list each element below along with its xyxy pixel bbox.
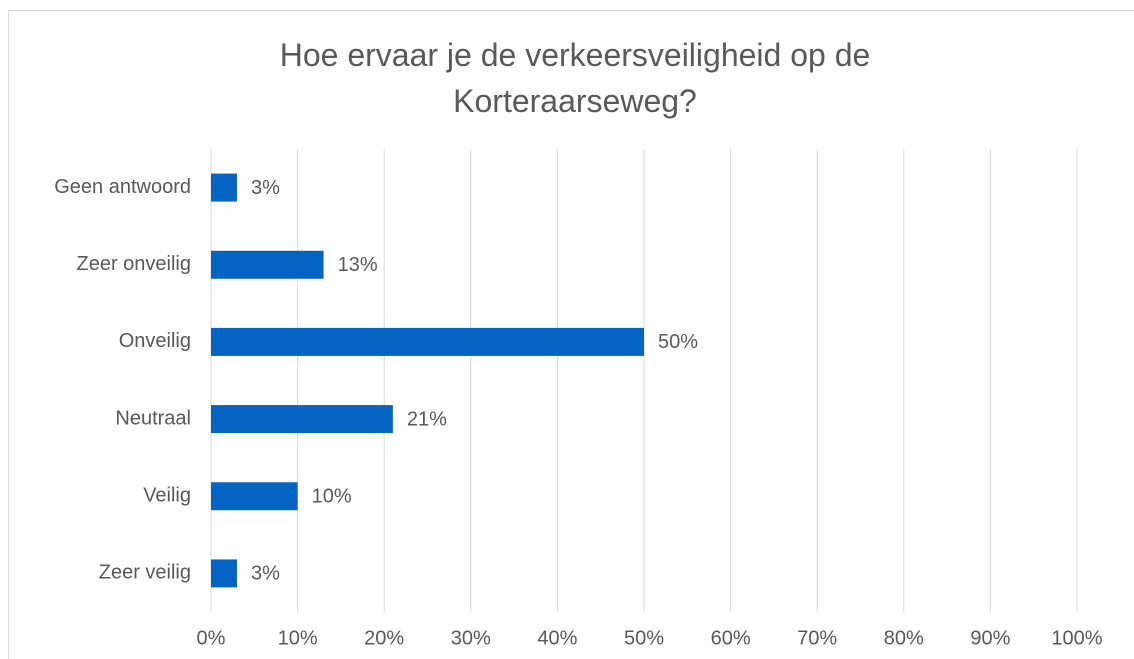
chart-title: Hoe ervaar je de verkeersveiligheid op d… [279, 37, 871, 119]
bar [211, 250, 324, 279]
data-label: 3% [251, 563, 280, 585]
bar [211, 405, 393, 434]
bar [211, 559, 237, 588]
data-label: 13% [338, 254, 378, 276]
data-label: 10% [312, 486, 352, 508]
x-tick-label: 0% [197, 627, 226, 649]
bar [211, 173, 237, 202]
x-tick-label: 100% [1051, 627, 1102, 649]
x-tick-label: 10% [278, 627, 318, 649]
x-tick-label: 20% [364, 627, 404, 649]
x-tick-label: 40% [537, 627, 577, 649]
x-tick-label: 30% [451, 627, 491, 649]
data-label: 21% [407, 408, 447, 430]
x-tick-label: 60% [711, 627, 751, 649]
bar [211, 482, 298, 511]
y-tick-label: Onveilig [119, 330, 191, 352]
bar [211, 327, 644, 356]
chart-border [8, 10, 1134, 659]
x-tick-label: 50% [624, 627, 664, 649]
x-tick-label: 80% [884, 627, 924, 649]
y-tick-label: Zeer veilig [99, 562, 191, 584]
y-tick-label: Geen antwoord [54, 176, 191, 198]
y-tick-label: Zeer onveilig [76, 253, 191, 275]
x-tick-label: 70% [797, 627, 837, 649]
y-tick-label: Neutraal [115, 407, 191, 429]
x-tick-label: 90% [970, 627, 1010, 649]
data-label: 50% [658, 331, 698, 353]
y-tick-label: Veilig [143, 485, 191, 507]
data-label: 3% [251, 177, 280, 199]
